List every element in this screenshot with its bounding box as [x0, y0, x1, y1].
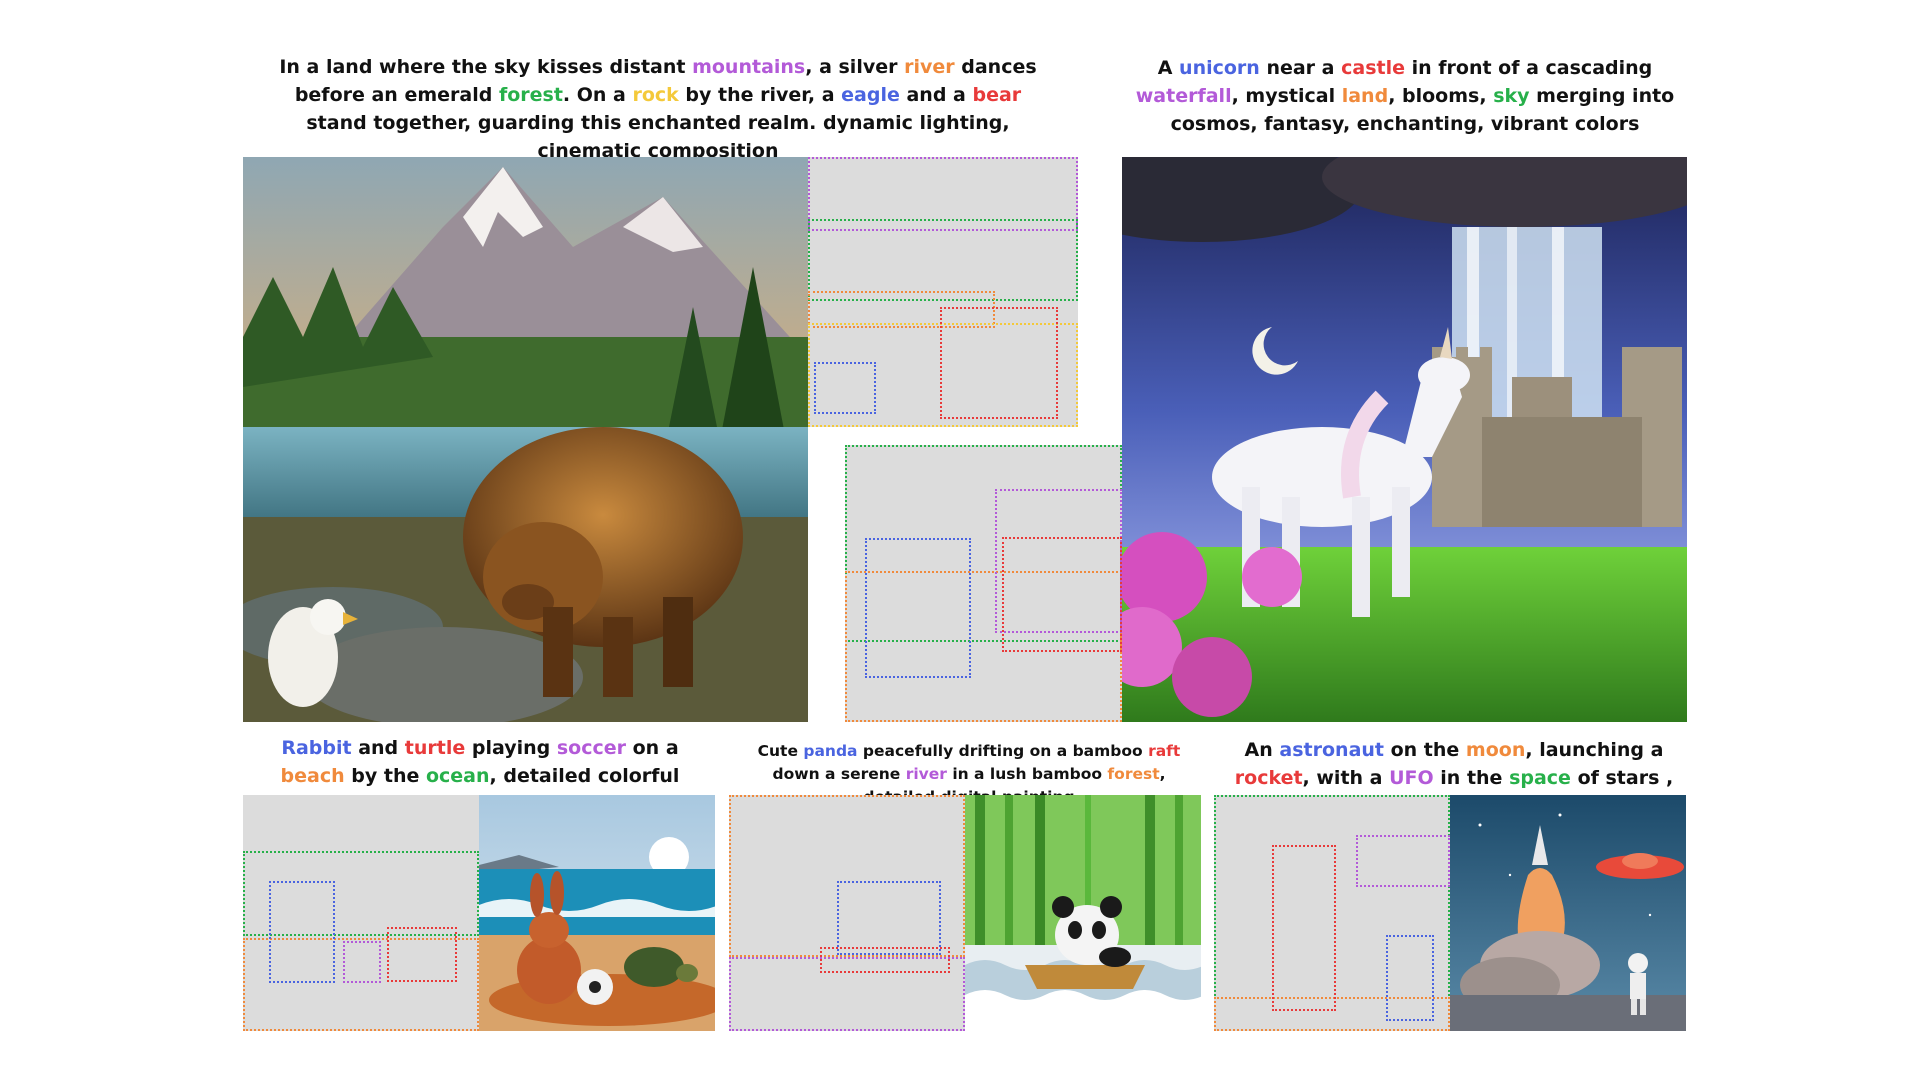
caption-text: , a silver [805, 56, 905, 78]
generated-image-panda-raft [965, 795, 1201, 1031]
caption-text: by the river, a [678, 84, 842, 107]
caption-keyword: panda [803, 742, 858, 760]
caption-text: , launching a [1525, 739, 1664, 761]
bbox-rock [808, 291, 995, 328]
bbox-ufo [1356, 835, 1450, 887]
caption-keyword: sky [1493, 85, 1530, 108]
caption-text: , blooms, [1388, 85, 1494, 108]
bbox-bear [940, 307, 1058, 419]
caption-keyword: bear [972, 84, 1022, 107]
layout-panel-mountain-scene [808, 157, 1078, 427]
caption-keyword: UFO [1389, 767, 1434, 790]
bbox-beach [243, 938, 479, 1031]
caption-text: An [1244, 739, 1280, 761]
caption-keyword: unicorn [1179, 57, 1260, 79]
caption-unicorn-scene: A unicorn near a castle in front of a ca… [1130, 54, 1680, 138]
caption-keyword: forest [1107, 764, 1160, 783]
generated-image-rabbit-turtle [479, 795, 715, 1031]
caption-keyword: forest [498, 84, 563, 107]
caption-text: and [351, 737, 405, 759]
generated-image-unicorn-castle [1122, 157, 1687, 722]
bbox-forest [808, 219, 1078, 301]
bbox-panda [837, 881, 941, 955]
caption-keyword: Rabbit [281, 737, 352, 759]
caption-text: by the [344, 765, 426, 788]
caption-keyword: eagle [841, 84, 900, 107]
bbox-river [808, 323, 1078, 427]
caption-text: near a [1259, 57, 1342, 79]
caption-keyword: rock [632, 84, 679, 107]
caption-text: Cute [757, 742, 804, 760]
layout-panel-panda-scene [729, 795, 965, 1031]
caption-text: on a [626, 737, 679, 759]
bbox-eagle [814, 362, 876, 414]
generated-image-mountain-bear [243, 157, 808, 722]
caption-keyword: waterfall [1135, 85, 1232, 108]
bbox-astronaut [1386, 935, 1434, 1021]
bbox-forest [729, 795, 965, 957]
bbox-rocket [1272, 845, 1336, 1011]
bbox-raft [820, 947, 950, 973]
caption-text: and a [899, 84, 973, 107]
bbox-rabbit [269, 881, 335, 983]
caption-keyword: moon [1465, 739, 1526, 761]
caption-text: dances before an emerald [294, 56, 1037, 107]
caption-keyword: river [904, 56, 955, 78]
caption-keyword: astronaut [1279, 739, 1384, 761]
caption-text: playing [465, 737, 557, 759]
caption-text: . On a [562, 84, 633, 107]
caption-keyword: space [1509, 767, 1571, 790]
bbox-mountains [808, 157, 1078, 231]
caption-keyword: mountains [692, 56, 806, 78]
caption-keyword: beach [280, 765, 345, 788]
bbox-soccer [343, 941, 381, 983]
bbox-ocean [243, 851, 479, 936]
layout-panel-rabbit-scene [243, 795, 479, 1031]
bbox-unicorn [865, 538, 971, 678]
bbox-river [729, 957, 965, 1031]
caption-text: peacefully drifting on a bamboo [857, 742, 1149, 760]
layout-panel-astronaut-scene [1214, 795, 1450, 1031]
caption-keyword: soccer [556, 737, 627, 759]
bbox-turtle [387, 927, 457, 982]
caption-keyword: turtle [404, 737, 466, 759]
caption-keyword: river [905, 764, 947, 783]
caption-keyword: rocket [1234, 767, 1303, 790]
caption-text: A [1157, 57, 1180, 79]
layout-panel-unicorn-scene [845, 445, 1122, 722]
caption-keyword: land [1341, 85, 1389, 108]
caption-text: on the [1384, 739, 1466, 761]
caption-text: merging into cosmos, fantasy, enchanting… [1170, 85, 1675, 136]
caption-mountain-scene: In a land where the sky kisses distant m… [268, 53, 1048, 165]
caption-text: stand together, guarding this enchanted … [306, 112, 1010, 163]
caption-text: In a land where the sky kisses distant [279, 56, 693, 78]
caption-keyword: raft [1148, 742, 1181, 760]
caption-text: , with a [1302, 767, 1390, 790]
generated-image-astronaut-rocket [1450, 795, 1686, 1031]
caption-keyword: ocean [425, 765, 490, 788]
bbox-moon [1214, 997, 1450, 1031]
caption-text: down a serene [772, 764, 906, 783]
caption-keyword: castle [1341, 57, 1405, 79]
caption-text: in a lush bamboo [946, 764, 1108, 783]
caption-text: , mystical [1231, 85, 1342, 108]
bbox-castle [1002, 537, 1122, 652]
caption-text: in front of a cascading [1404, 57, 1653, 79]
caption-text: in the [1433, 767, 1510, 790]
